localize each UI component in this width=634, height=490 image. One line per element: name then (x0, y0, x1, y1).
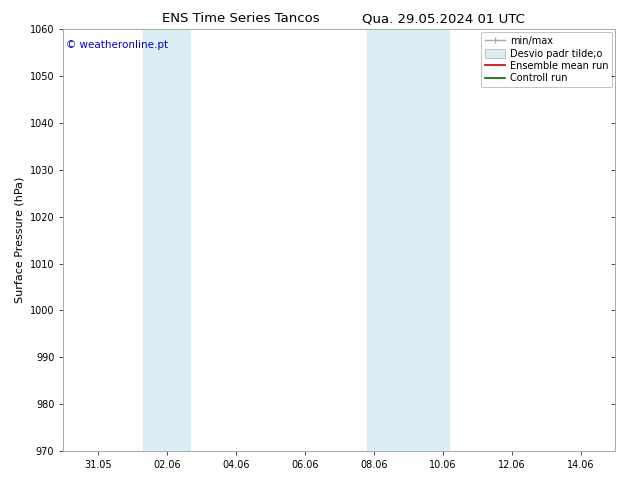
Bar (366, 29, 450, 451)
Text: © weatheronline.pt: © weatheronline.pt (66, 40, 168, 50)
Bar (143, 29, 191, 451)
Legend: min/max, Desvio padr tilde;o, Ensemble mean run, Controll run: min/max, Desvio padr tilde;o, Ensemble m… (481, 32, 612, 87)
Text: Qua. 29.05.2024 01 UTC: Qua. 29.05.2024 01 UTC (363, 12, 525, 25)
Text: ENS Time Series Tancos: ENS Time Series Tancos (162, 12, 320, 25)
Y-axis label: Surface Pressure (hPa): Surface Pressure (hPa) (14, 177, 24, 303)
